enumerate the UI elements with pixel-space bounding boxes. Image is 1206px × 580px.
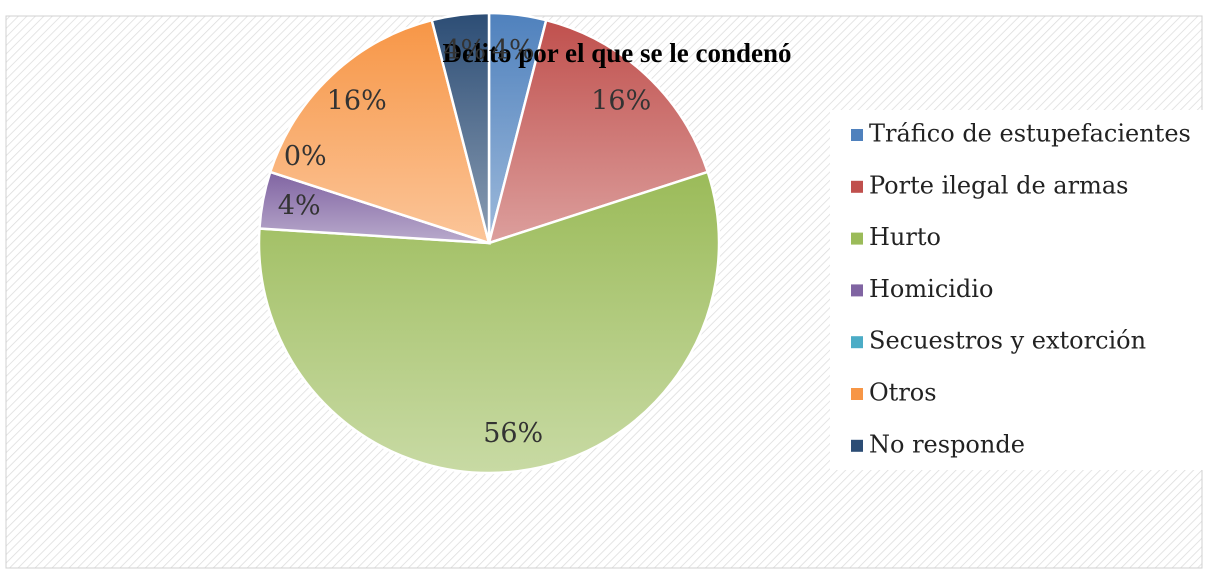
legend-swatch — [851, 232, 863, 245]
legend-swatch — [851, 439, 863, 452]
legend-label: Secuestros y extorción — [869, 327, 1146, 355]
pie-slice — [430, 11, 491, 244]
pie-slice — [487, 18, 710, 245]
data-label: 56% — [483, 418, 543, 449]
data-label: 4% — [492, 35, 535, 66]
legend-swatch — [851, 336, 863, 349]
legend-swatch — [851, 284, 863, 297]
legend-label: Homicidio — [869, 275, 993, 303]
legend-label: Hurto — [869, 223, 941, 251]
pie-slice — [257, 170, 721, 475]
chart-title: Delito por el que se le condenó — [443, 38, 792, 68]
data-label: 4% — [278, 190, 321, 221]
pie-slice — [268, 18, 491, 245]
pie — [257, 11, 721, 475]
data-label: 0% — [284, 141, 327, 172]
legend-label: No responde — [869, 430, 1025, 458]
legend-label: Porte ilegal de armas — [869, 171, 1128, 199]
data-label: 4% — [443, 35, 486, 66]
data-label: 16% — [591, 86, 651, 117]
legend-swatch — [851, 180, 863, 193]
legend-swatch — [851, 129, 863, 141]
legend-label: Tráfico de estupefacientes — [869, 120, 1191, 148]
legend-label: Otros — [869, 379, 937, 407]
data-label: 16% — [327, 86, 387, 117]
legend-swatch — [851, 388, 863, 400]
legend-box — [830, 110, 1206, 470]
